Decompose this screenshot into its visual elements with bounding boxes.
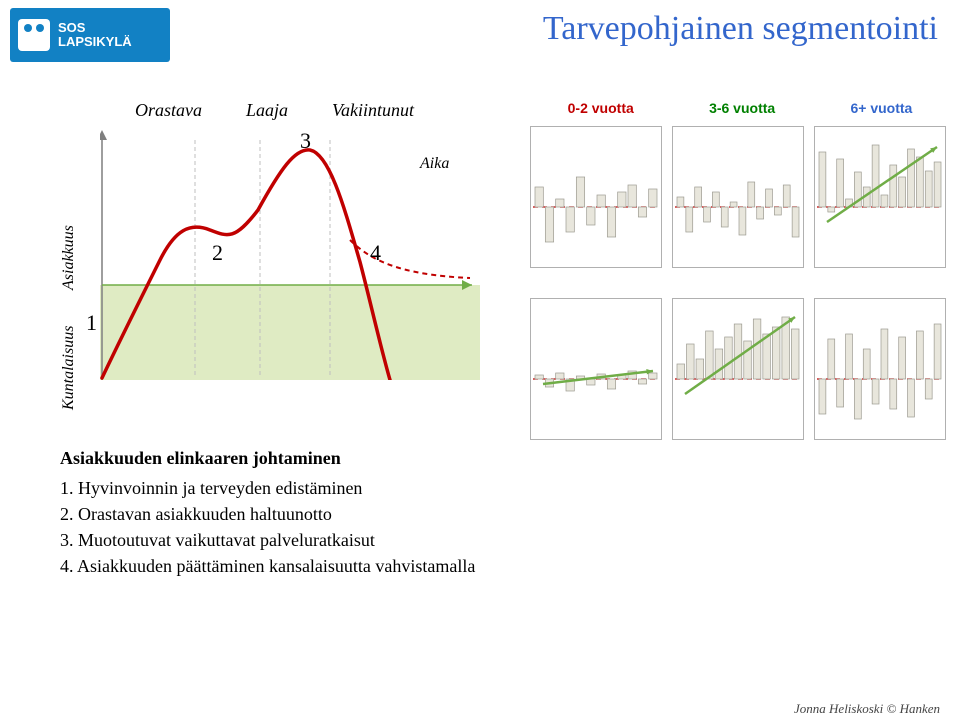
minichart-panel [672, 126, 804, 268]
curve-num-1: 1 [86, 310, 97, 336]
curve-num-4: 4 [370, 240, 381, 266]
period-label-2: 3-6 vuotta [709, 100, 775, 116]
footer: Jonna Heliskoski © Hanken [794, 701, 940, 717]
minichart-row-1 [530, 126, 950, 268]
ylabel-kuntalaisuus: Kuntalaisuus [60, 326, 78, 410]
stage-laaja: Laaja [246, 100, 288, 121]
minichart-panel [530, 126, 662, 268]
page-title: Tarvepohjainen segmentointi [543, 10, 938, 48]
list-item-1: 1. Hyvinvoinnin ja terveyden edistäminen [60, 475, 490, 501]
minichart-panel [814, 126, 946, 268]
period-label-3: 6+ vuotta [850, 100, 912, 116]
list-title: Asiakkuuden elinkaaren johtaminen [60, 445, 490, 471]
curve-num-2: 2 [212, 240, 223, 266]
logo-line2: LAPSIKYLÄ [58, 35, 132, 49]
logo-icon [18, 19, 50, 51]
mini-charts: 0-2 vuotta 3-6 vuotta 6+ vuotta [530, 100, 950, 470]
period-label-1: 0-2 vuotta [568, 100, 634, 116]
logo-badge: SOS LAPSIKYLÄ [10, 8, 170, 62]
ylabel-asiakkuus: Asiakkuus [60, 225, 78, 290]
stage-orastava: Orastava [135, 100, 202, 121]
lifecycle-chart: Orastava Laaja Vakiintunut Asiakkuus Kun… [20, 100, 500, 430]
minichart-panel [814, 298, 946, 440]
logo-text: SOS LAPSIKYLÄ [58, 21, 132, 50]
minichart-panel [672, 298, 804, 440]
logo-line1: SOS [58, 21, 132, 35]
list-item-4: 4. Asiakkuuden päättäminen kansalaisuutt… [60, 553, 490, 579]
list-item-2: 2. Orastavan asiakkuuden haltuunotto [60, 501, 490, 527]
stage-vakiintunut: Vakiintunut [332, 100, 414, 121]
curve-num-3: 3 [300, 128, 311, 154]
minichart-row-2 [530, 298, 950, 440]
list-block: Asiakkuuden elinkaaren johtaminen 1. Hyv… [60, 445, 490, 579]
list-item-3: 3. Muotoutuvat vaikuttavat palveluratkai… [60, 527, 490, 553]
xlabel-aika: Aika [420, 155, 449, 173]
minichart-panel [530, 298, 662, 440]
